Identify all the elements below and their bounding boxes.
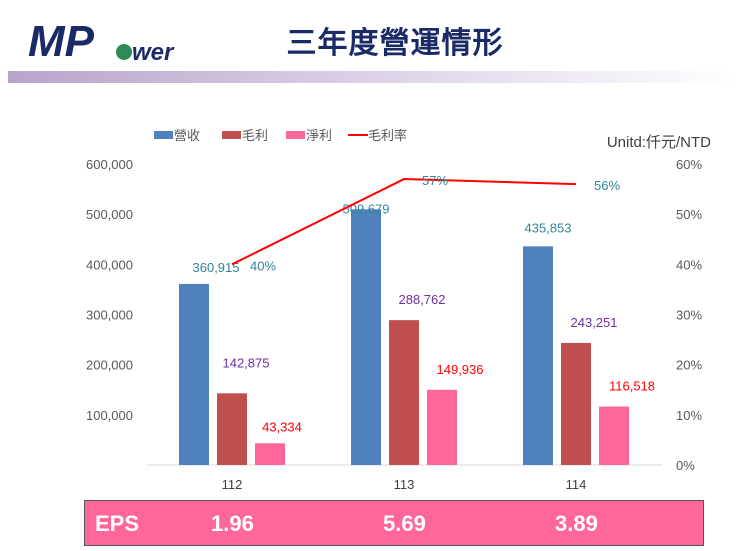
- category-label: 114: [566, 477, 587, 492]
- legend-label: 淨利: [306, 128, 332, 143]
- category-label: 113: [394, 477, 415, 492]
- svg-text:wer: wer: [132, 39, 175, 64]
- line-data-label: 57%: [422, 173, 448, 188]
- bar-營收-113: [351, 209, 381, 465]
- bar-淨利-113: [427, 389, 457, 465]
- bar-毛利-112: [217, 393, 247, 465]
- eps-value-113: 5.69: [383, 511, 426, 536]
- bar-淨利-114: [599, 406, 629, 465]
- data-label: 43,334: [262, 419, 302, 434]
- page-title: 三年度營運情形: [286, 26, 504, 61]
- legend-swatch: [154, 131, 173, 139]
- left-tick-label: 400,000: [86, 257, 133, 272]
- line-data-label: 40%: [250, 258, 276, 273]
- legend-label: 營收: [174, 128, 200, 143]
- legend-swatch: [286, 131, 305, 139]
- eps-value-112: 1.96: [211, 511, 254, 536]
- chart: 100,000 200,000 300,000 400,000 500,000 600,0…: [86, 128, 711, 492]
- data-label: 142,875: [223, 355, 270, 370]
- header-divider: [8, 71, 740, 83]
- left-tick-label: 200,000: [86, 358, 133, 373]
- right-tick-label: 0%: [676, 458, 695, 473]
- line-data-label: 56%: [594, 178, 620, 193]
- right-tick-label: 10%: [676, 408, 702, 423]
- legend-swatch: [222, 131, 241, 139]
- data-label: 360,915: [193, 260, 240, 275]
- left-tick-label: 100,000: [86, 408, 133, 423]
- legend-label: 毛利: [242, 128, 268, 143]
- data-label: 149,936: [437, 362, 484, 377]
- bar-營收-112: [179, 283, 209, 465]
- left-tick-label: 600,000: [86, 157, 133, 172]
- legend-label: 毛利率: [368, 128, 407, 143]
- data-label: 435,853: [525, 220, 572, 235]
- right-tick-label: 60%: [676, 157, 702, 172]
- left-tick-label: 300,000: [86, 308, 133, 323]
- unit-label: Unitd:仟元/NTD: [607, 134, 711, 151]
- data-label: 243,251: [571, 315, 618, 330]
- line-毛利率: [231, 178, 577, 266]
- right-tick-label: 50%: [676, 207, 702, 222]
- eps-bar: EPS 1.96 5.69 3.89: [84, 500, 704, 546]
- bar-毛利-114: [561, 342, 591, 465]
- bar-淨利-112: [255, 443, 285, 465]
- right-tick-label: 40%: [676, 257, 702, 272]
- data-label: 116,518: [609, 379, 655, 394]
- right-tick-label: 30%: [676, 308, 702, 323]
- left-tick-label: 500,000: [86, 207, 133, 222]
- bar-營收-114: [523, 246, 553, 465]
- right-tick-label: 20%: [676, 358, 702, 373]
- eps-label: EPS: [95, 511, 140, 536]
- eps-value-114: 3.89: [555, 511, 598, 536]
- svg-text:MP: MP: [28, 18, 95, 64]
- bar-毛利-113: [389, 320, 419, 465]
- mpower-logo: MP wer: [28, 18, 175, 64]
- data-label: 288,762: [399, 292, 446, 307]
- data-label: 509,679: [343, 201, 390, 216]
- category-label: 112: [222, 477, 243, 492]
